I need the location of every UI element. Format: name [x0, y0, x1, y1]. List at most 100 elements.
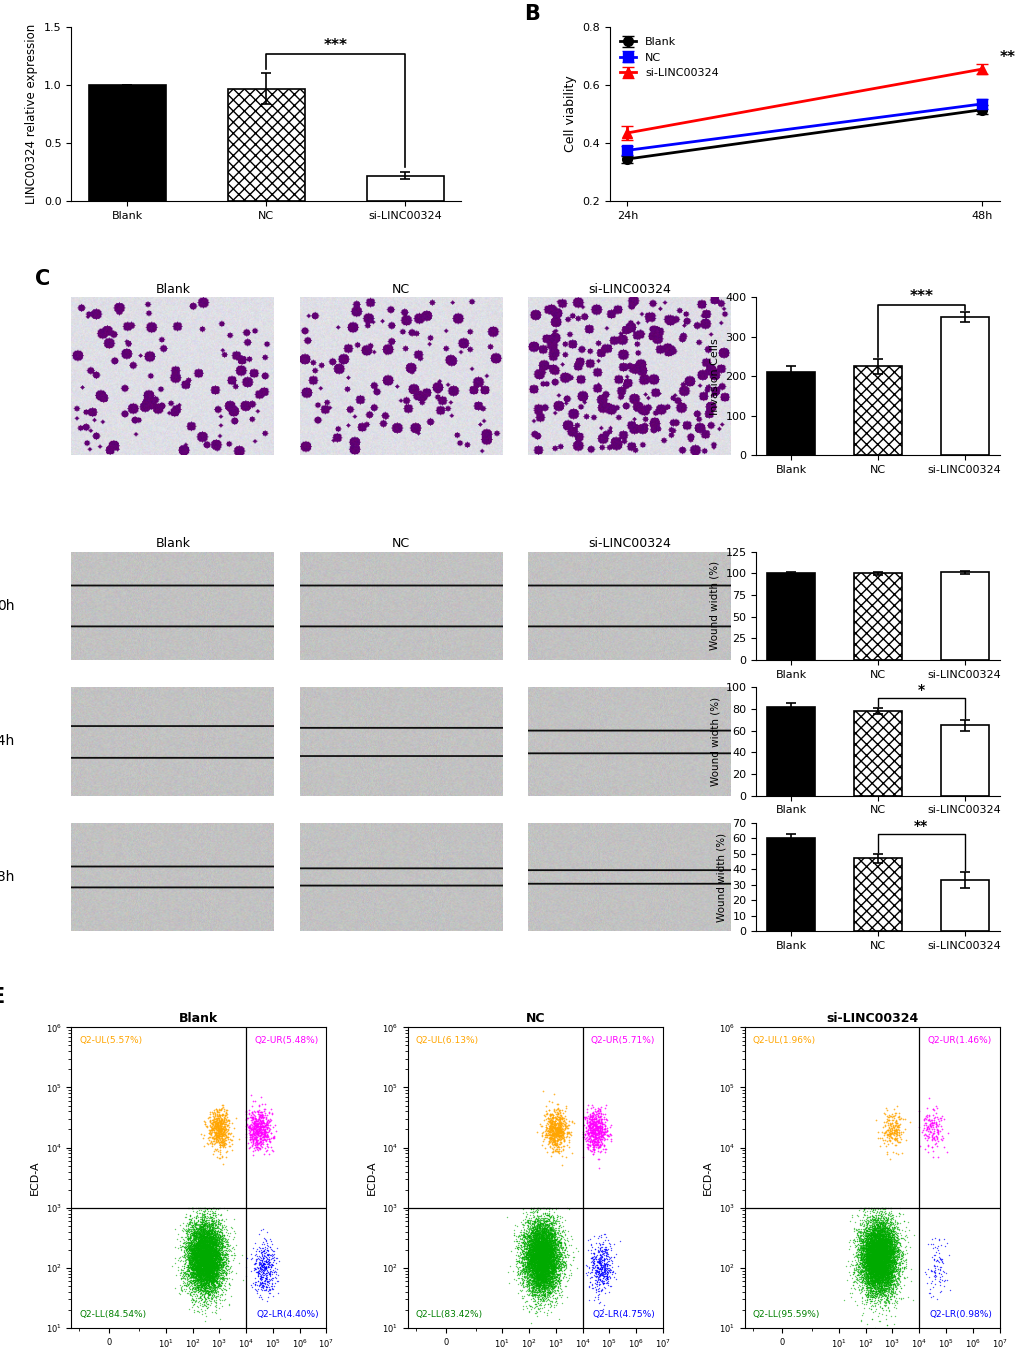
Point: [869, 1268, 886, 1290]
Point: [873, 1255, 890, 1276]
Point: [588, 1233, 604, 1255]
Point: [875, 1229, 892, 1251]
Point: [207, 1237, 223, 1259]
Point: [540, 1252, 556, 1274]
Point: [182, 1256, 199, 1278]
Point: [595, 1123, 611, 1145]
Point: [876, 1268, 893, 1290]
Point: [856, 1260, 872, 1282]
Point: [527, 1228, 543, 1249]
Point: [530, 1257, 546, 1279]
Point: [242, 1114, 258, 1135]
Point: [549, 1098, 566, 1119]
Point: [194, 1262, 210, 1283]
Point: [185, 1218, 202, 1240]
Point: [880, 1251, 897, 1272]
Point: [201, 1248, 217, 1270]
Point: [873, 1230, 890, 1252]
Point: [866, 1264, 882, 1286]
Point: [204, 1251, 220, 1272]
Point: [536, 1253, 552, 1275]
Point: [869, 1233, 886, 1255]
Point: [925, 1244, 942, 1266]
Point: [535, 1252, 551, 1274]
Point: [201, 1240, 217, 1262]
Point: [556, 1240, 573, 1262]
Point: [886, 1241, 902, 1263]
Point: [859, 1249, 875, 1271]
Point: [881, 1266, 898, 1287]
Point: [212, 1293, 228, 1314]
Point: [581, 1127, 597, 1149]
Point: [176, 1237, 193, 1259]
Point: [864, 1213, 880, 1234]
Point: [206, 1247, 222, 1268]
Point: [878, 1228, 895, 1249]
Point: [884, 1115, 901, 1137]
Point: [867, 1260, 883, 1282]
Point: [200, 1293, 216, 1314]
Point: [208, 1253, 224, 1275]
Point: [868, 1225, 884, 1247]
Point: [886, 1272, 902, 1294]
Point: [518, 1228, 534, 1249]
Point: [245, 1115, 261, 1137]
Point: [196, 1248, 212, 1270]
Point: [527, 1255, 543, 1276]
Point: [536, 1221, 552, 1243]
Point: [861, 1229, 877, 1251]
Point: [877, 1248, 894, 1270]
Point: [868, 1262, 884, 1283]
Point: [924, 1276, 941, 1298]
Point: [201, 1285, 217, 1306]
Point: [867, 1233, 883, 1255]
Point: [856, 1257, 872, 1279]
Point: [192, 1259, 208, 1280]
Point: [192, 1236, 208, 1257]
Point: [525, 1226, 541, 1248]
Point: [211, 1134, 227, 1156]
Point: [205, 1220, 221, 1241]
Point: [255, 1121, 271, 1142]
Point: [516, 1249, 532, 1271]
Point: [594, 1272, 610, 1294]
Point: [195, 1247, 211, 1268]
Point: [208, 1263, 224, 1285]
Point: [882, 1262, 899, 1283]
Point: [866, 1244, 882, 1266]
Point: [202, 1248, 218, 1270]
Point: [866, 1251, 882, 1272]
Point: [524, 1270, 540, 1291]
Point: [207, 1224, 223, 1245]
Point: [197, 1264, 213, 1286]
Point: [196, 1252, 212, 1274]
Point: [201, 1240, 217, 1262]
Point: [864, 1247, 880, 1268]
Point: [874, 1234, 891, 1256]
Point: [197, 1240, 213, 1262]
Point: [202, 1237, 218, 1259]
Point: [537, 1266, 553, 1287]
Point: [181, 1228, 198, 1249]
Point: [521, 1213, 537, 1234]
Point: [861, 1236, 877, 1257]
Point: [204, 1262, 220, 1283]
Point: [519, 1255, 535, 1276]
Point: [867, 1238, 883, 1260]
Point: [866, 1236, 882, 1257]
Point: [198, 1238, 214, 1260]
Point: [549, 1267, 566, 1289]
Point: [891, 1131, 907, 1153]
Point: [210, 1253, 226, 1275]
Point: [882, 1270, 899, 1291]
Point: [866, 1230, 882, 1252]
Point: [208, 1264, 224, 1286]
Point: [860, 1260, 876, 1282]
Point: [185, 1244, 202, 1266]
Point: [184, 1243, 201, 1264]
Point: [869, 1253, 886, 1275]
Point: [524, 1234, 540, 1256]
Point: [871, 1237, 888, 1259]
Point: [206, 1243, 222, 1264]
Point: [888, 1245, 904, 1267]
